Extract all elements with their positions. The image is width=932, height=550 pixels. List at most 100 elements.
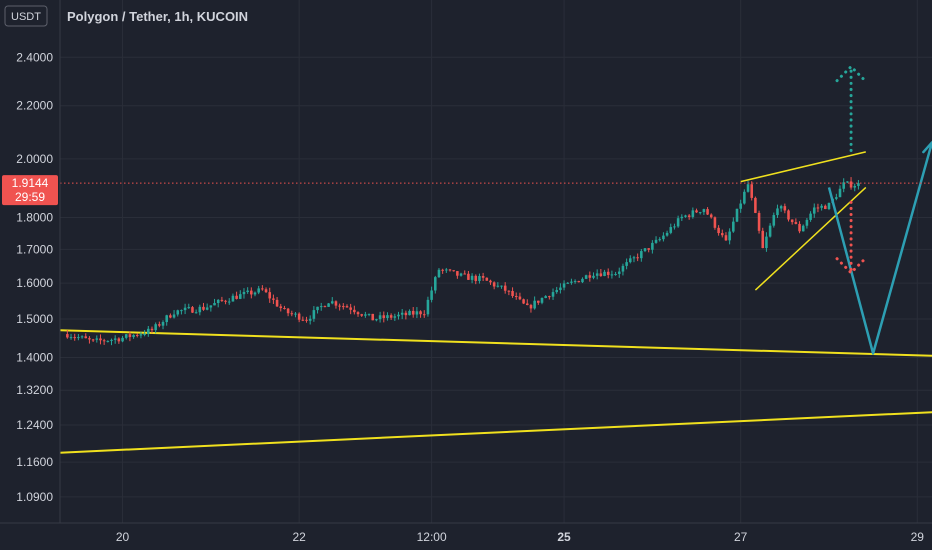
candle-body [467, 273, 470, 280]
candle-body [294, 313, 297, 315]
candle-body [492, 282, 496, 287]
candle-body [548, 296, 551, 298]
candle-body [489, 280, 492, 283]
candle-body [702, 209, 706, 213]
candle-body [709, 214, 713, 218]
wedge-lower-line [754, 186, 867, 291]
candle-body [573, 281, 577, 283]
candle-body [603, 271, 606, 277]
candle-body [522, 299, 525, 304]
candle-body [161, 322, 165, 326]
candle-body [783, 206, 787, 211]
candle-body [680, 216, 684, 219]
candle-body [779, 206, 783, 209]
candle-body [261, 288, 264, 290]
dotted-up-arrow-head [835, 64, 867, 83]
candle-body [485, 277, 489, 281]
candle-body [216, 299, 220, 304]
price-tick-label: 2.4000 [16, 50, 53, 64]
candlesticks [66, 177, 860, 346]
time-axis[interactable]: 20 22 12:00 25 27 29 [116, 530, 924, 544]
candle-body [172, 314, 176, 318]
candle-body [338, 305, 341, 307]
currency-badge-label: USDT [11, 11, 41, 23]
candle-body [180, 310, 183, 312]
candle-body [257, 288, 260, 293]
candle-body [698, 212, 702, 214]
candle-body [198, 306, 202, 313]
candle-body [794, 222, 798, 224]
candle-body [132, 334, 135, 338]
candle-body [824, 205, 827, 210]
candle-body [827, 202, 831, 210]
candle-body [312, 310, 316, 319]
candle-body [463, 273, 467, 275]
time-axis-panel [0, 523, 932, 550]
candle-body [581, 278, 584, 283]
candle-body [176, 310, 180, 315]
candle-body [816, 207, 820, 209]
candle-body [80, 336, 84, 338]
candle-body [614, 273, 617, 275]
candle-body [393, 316, 397, 318]
candle-body [846, 181, 849, 183]
candle-body [169, 315, 172, 318]
candle-body [238, 294, 242, 299]
candle-body [69, 337, 73, 339]
candle-body [437, 269, 441, 278]
candle-body [102, 340, 106, 342]
candle-body [636, 257, 639, 259]
candle-body [316, 306, 319, 311]
candle-body [790, 219, 794, 223]
candle-body [246, 290, 249, 292]
candle-body [165, 315, 168, 323]
candle-body [632, 257, 636, 259]
price-tick-label: 1.7000 [16, 242, 53, 256]
candle-body [595, 273, 599, 276]
candle-body [584, 275, 588, 279]
candle-body [353, 309, 356, 313]
candle-body [478, 276, 481, 281]
candle-body [562, 283, 566, 288]
candle-body [629, 258, 632, 263]
candle-body [264, 289, 268, 293]
candle-body [441, 269, 444, 271]
candle-body [529, 305, 533, 309]
candle-body [356, 312, 360, 315]
candle-body [378, 315, 382, 320]
time-tick-label: 29 [911, 530, 925, 544]
candle-body [268, 292, 272, 299]
price-tick-label: 1.1600 [16, 455, 53, 469]
time-tick-label: 27 [734, 530, 748, 544]
candle-body [640, 251, 643, 259]
candle-body [319, 306, 323, 308]
candle-body [588, 275, 592, 278]
candle-body [842, 182, 845, 189]
candle-body [853, 185, 857, 188]
price-axis[interactable]: 2.4000 2.2000 2.0000 1.8000 1.7000 1.6000 1.50… [16, 50, 53, 504]
candle-body [732, 221, 735, 232]
candle-body [250, 290, 253, 295]
candle-body [606, 271, 610, 275]
time-tick-label: 25 [557, 530, 571, 544]
candle-body [371, 313, 375, 321]
candle-body [448, 269, 452, 271]
candle-body [139, 334, 143, 336]
candle-body [768, 225, 772, 237]
candle-body [426, 299, 430, 315]
candle-body [334, 301, 338, 306]
price-tick-label: 1.3200 [16, 383, 53, 397]
candle-body [835, 197, 838, 199]
candle-body [662, 235, 665, 240]
candle-body [676, 218, 680, 227]
candle-body [724, 235, 728, 241]
candle-body [838, 188, 842, 198]
candle-body [849, 181, 853, 188]
candle-body [511, 291, 514, 296]
currency-badge[interactable]: USDT [4, 5, 48, 27]
candle-body [147, 328, 150, 334]
candle-body [551, 292, 555, 297]
candle-body [691, 210, 695, 217]
